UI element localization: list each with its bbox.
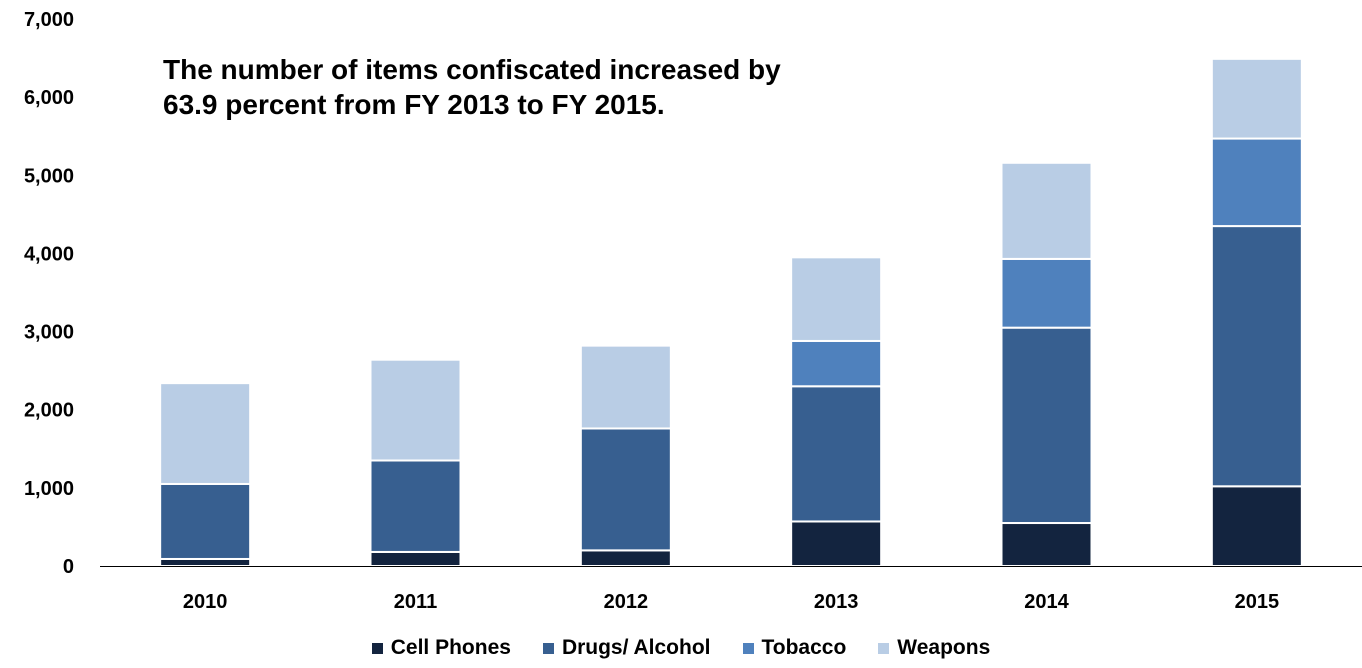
bar-segment	[1210, 57, 1303, 140]
bar-segment	[1000, 161, 1093, 260]
bar-segment	[159, 557, 252, 568]
bar-segment	[369, 358, 462, 462]
bar-segment	[159, 382, 252, 485]
bar-segment	[579, 344, 672, 430]
bar-segment	[369, 550, 462, 567]
legend-item-drugs-alcohol: Drugs/ Alcohol	[542, 636, 711, 660]
y-tick-label: 4,000	[24, 243, 74, 265]
bar-segment	[579, 427, 672, 552]
x-tick-label: 2012	[604, 591, 649, 613]
y-tick-label: 3,000	[24, 322, 74, 344]
bar-segment	[790, 256, 883, 342]
legend-swatch-weapons	[878, 642, 890, 654]
legend-label-tobacco: Tobacco	[761, 636, 847, 659]
legend-label-drugs-alcohol: Drugs/ Alcohol	[561, 636, 711, 659]
x-tick-label: 2010	[183, 591, 228, 613]
legend-item-cell-phones: Cell Phones	[371, 636, 511, 660]
bars	[159, 57, 1303, 568]
x-tick-label: 2013	[814, 591, 859, 613]
y-tick-label: 5,000	[24, 165, 74, 187]
bar-segment	[790, 520, 883, 567]
bar-segment	[369, 459, 462, 553]
bar-segment	[1000, 257, 1093, 329]
bar-segment	[1210, 225, 1303, 488]
legend: Cell Phones Drugs/ Alcohol Tobacco Weapo…	[0, 636, 1362, 660]
y-tick-label: 6,000	[24, 87, 74, 109]
stacked-bar-chart: 0 1,000 2,000 3,000 4,000 5,000 6,000 7,000 201…	[24, 9, 1362, 613]
bar-segment	[790, 339, 883, 388]
bar-segment	[1210, 137, 1303, 228]
legend-label-weapons: Weapons	[897, 636, 991, 659]
bar-segment	[790, 385, 883, 523]
legend-item-weapons: Weapons	[878, 636, 990, 660]
bar-segment	[1000, 326, 1093, 525]
x-tick-label: 2015	[1235, 591, 1280, 613]
y-axis: 0 1,000 2,000 3,000 4,000 5,000 6,000 7,000	[24, 9, 74, 578]
legend-label-cell-phones: Cell Phones	[390, 636, 511, 659]
chart-annotation: The number of items confiscated increase…	[163, 52, 923, 122]
annotation-line-1: The number of items confiscated increase…	[163, 54, 781, 85]
bar-segment	[579, 549, 672, 567]
x-axis: 2010 2011 2012 2013 2014 2015	[100, 566, 1362, 613]
bar-segment	[159, 482, 252, 560]
x-tick-label: 2014	[1024, 591, 1069, 613]
x-tick-label: 2011	[394, 591, 437, 613]
y-tick-label: 2,000	[24, 400, 74, 422]
legend-swatch-tobacco	[742, 642, 754, 654]
annotation-line-2: 63.9 percent from FY 2013 to FY 2015.	[163, 89, 665, 120]
bar-segment	[1210, 485, 1303, 567]
bar-segment	[1000, 522, 1093, 567]
legend-swatch-cell-phones	[371, 642, 383, 654]
y-tick-label: 0	[63, 556, 74, 578]
y-tick-label: 1,000	[24, 478, 74, 500]
legend-item-tobacco: Tobacco	[742, 636, 847, 660]
y-tick-label: 7,000	[24, 9, 74, 31]
legend-swatch-drugs-alcohol	[542, 642, 554, 654]
